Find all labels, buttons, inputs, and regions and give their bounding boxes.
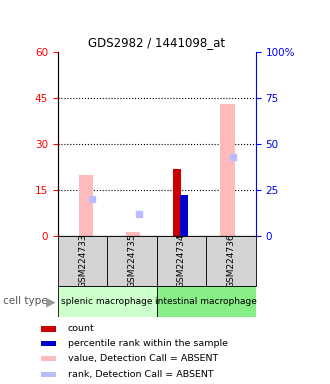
Bar (41, 356, 55, 361)
Bar (41, 326, 55, 332)
Text: cell type: cell type (3, 296, 48, 306)
Bar (157, 286, 256, 317)
Bar (107, 236, 157, 286)
Bar (58, 236, 107, 286)
Text: splenic macrophage: splenic macrophage (61, 297, 153, 306)
Text: GSM224733: GSM224733 (78, 234, 87, 288)
Text: ▶: ▶ (46, 295, 56, 308)
Bar (41, 372, 55, 377)
Bar (220, 104, 235, 236)
Bar (173, 169, 181, 236)
Text: percentile rank within the sample: percentile rank within the sample (68, 339, 228, 348)
Bar (41, 341, 55, 346)
Text: GSM224736: GSM224736 (226, 234, 236, 288)
Title: GDS2982 / 1441098_at: GDS2982 / 1441098_at (88, 36, 225, 49)
Bar (206, 236, 256, 286)
Text: value, Detection Call = ABSENT: value, Detection Call = ABSENT (68, 354, 218, 363)
Text: intestinal macrophage: intestinal macrophage (155, 297, 257, 306)
Bar (157, 236, 206, 286)
Text: GSM224735: GSM224735 (127, 234, 137, 288)
Bar (126, 232, 140, 236)
Bar (58, 286, 157, 317)
Bar (79, 175, 93, 236)
Text: rank, Detection Call = ABSENT: rank, Detection Call = ABSENT (68, 370, 214, 379)
Bar (180, 195, 187, 236)
Text: GSM224734: GSM224734 (177, 234, 186, 288)
Text: count: count (68, 324, 95, 333)
